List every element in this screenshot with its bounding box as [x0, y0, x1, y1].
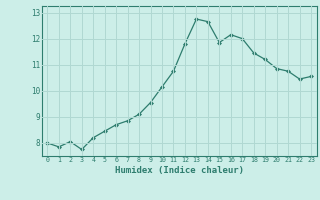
X-axis label: Humidex (Indice chaleur): Humidex (Indice chaleur): [115, 166, 244, 175]
